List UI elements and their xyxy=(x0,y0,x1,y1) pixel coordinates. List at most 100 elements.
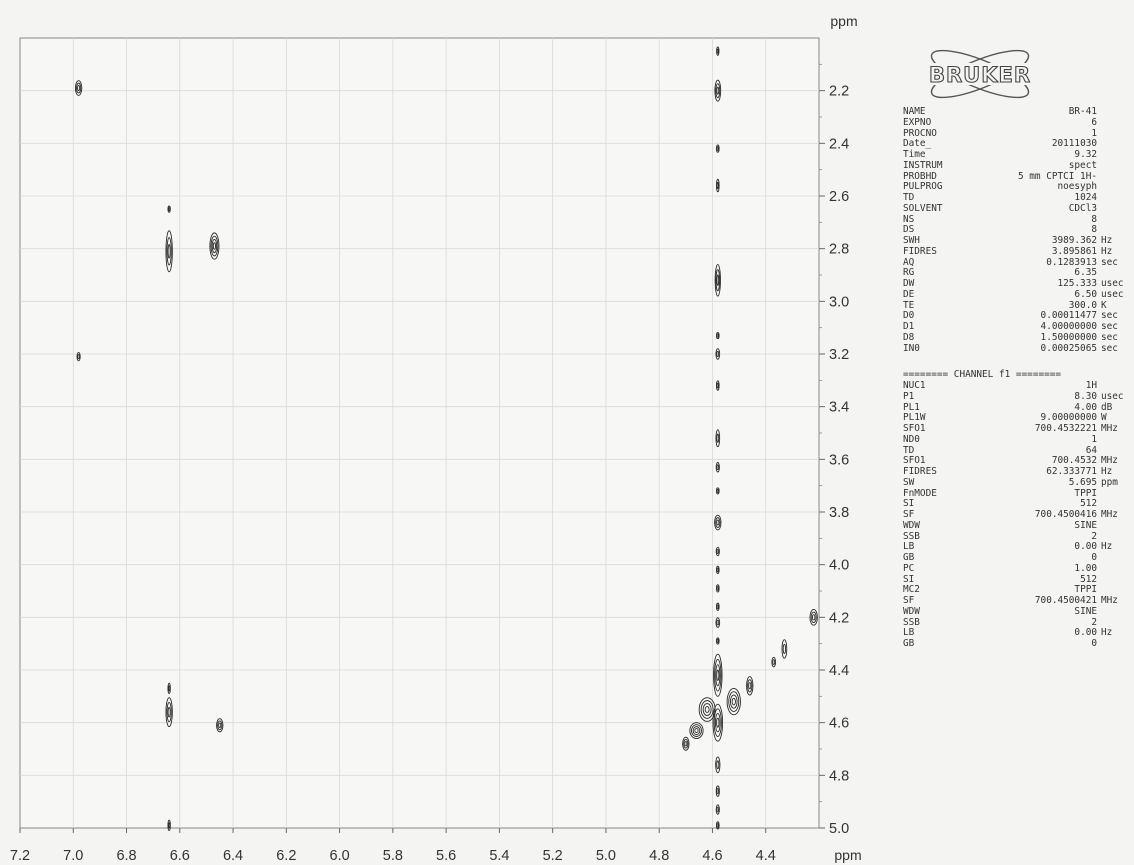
param-value: 512 xyxy=(1080,573,1097,585)
peak-contour xyxy=(210,235,219,257)
param-row: SF 700.4500421 MHz xyxy=(903,595,1131,607)
peak-contour xyxy=(689,722,704,739)
param-unit xyxy=(1097,435,1131,446)
x-tick-label: 6.6 xyxy=(170,848,190,864)
param-unit xyxy=(1097,215,1131,226)
param-unit: Hz xyxy=(1101,541,1113,553)
peak-contour xyxy=(716,86,720,95)
param-row: PL1W 9.00000000 W xyxy=(903,412,1131,424)
param-name: PROCNO xyxy=(903,127,937,139)
param-unit: sec xyxy=(1101,310,1118,322)
param-unit: dB xyxy=(1101,401,1113,413)
param-value: 8 xyxy=(1091,224,1097,236)
peak-contour xyxy=(716,548,720,555)
y-axis-unit: ppm xyxy=(830,13,857,29)
peak-contour xyxy=(716,382,719,389)
x-tick-label: 5.2 xyxy=(543,848,563,864)
param-row: Time 9.32 xyxy=(903,149,1131,161)
param-name: SFO1 xyxy=(903,423,926,434)
peak-contour xyxy=(771,656,777,668)
peak-contour xyxy=(716,274,720,286)
param-row: TD 1024 xyxy=(903,192,1131,204)
param-unit: MHz xyxy=(1101,423,1118,434)
peak-contour xyxy=(781,639,788,659)
peak-contour xyxy=(211,239,218,254)
param-name: SI xyxy=(903,573,915,585)
peak-contour xyxy=(716,602,720,611)
cross-peak xyxy=(715,462,720,473)
param-name: FIDRES xyxy=(903,466,937,477)
peak-contour xyxy=(715,617,721,628)
peak-contour xyxy=(716,380,720,391)
x-tick-label: 7.0 xyxy=(63,848,83,864)
param-unit: sec xyxy=(1101,342,1118,354)
param-name: LB xyxy=(903,541,915,553)
param-value: 700.4532 xyxy=(1051,455,1097,467)
param-value: 8 xyxy=(1091,213,1097,225)
param-value: 2 xyxy=(1091,530,1097,542)
param-value: 1.00 xyxy=(1074,562,1097,574)
param-name: PL1 xyxy=(903,401,920,413)
cross-peak xyxy=(74,80,83,96)
cross-peak xyxy=(715,804,720,815)
y-tick-label: 5.0 xyxy=(829,821,849,837)
peak-contour xyxy=(166,702,172,723)
peak-contour xyxy=(165,230,173,273)
peak-contour xyxy=(77,85,81,91)
logo-wordmark: BRUKER xyxy=(929,63,1031,87)
param-row: SI 512 xyxy=(903,498,1131,510)
param-row: LB 0.00 Hz xyxy=(903,541,1131,553)
peak-contour xyxy=(713,708,722,737)
param-unit xyxy=(1097,553,1131,564)
peak-contour xyxy=(716,487,720,495)
y-tick-label: 3.2 xyxy=(829,347,849,363)
peak-contour xyxy=(772,659,776,665)
peak-contour xyxy=(167,244,171,259)
cross-peak xyxy=(716,565,720,575)
param-row: WDW SINE xyxy=(903,520,1131,532)
peak-contour xyxy=(715,348,721,360)
param-value: 700.4532221 xyxy=(1034,423,1097,434)
peak-contour xyxy=(716,806,720,813)
peak-contour xyxy=(702,703,712,716)
peak-contour xyxy=(712,703,724,742)
param-value: 1 xyxy=(1091,127,1097,139)
cross-peak xyxy=(716,637,720,645)
param-name: WDW xyxy=(903,605,920,617)
peak-contour xyxy=(716,46,720,56)
y-tick-label: 2.2 xyxy=(829,84,849,100)
peak-contour xyxy=(716,350,720,358)
x-tick-label: 6.0 xyxy=(330,848,350,864)
cross-peak xyxy=(165,230,173,273)
param-value: 3989.362 xyxy=(1051,235,1097,246)
param-value: 4.00000000 xyxy=(1040,321,1097,332)
param-name: FIDRES xyxy=(903,245,937,257)
cross-peak xyxy=(682,736,690,751)
param-name: SSB xyxy=(903,530,920,542)
peak-contour xyxy=(683,738,689,749)
x-tick-label: 5.4 xyxy=(489,848,509,864)
cross-peak xyxy=(715,617,721,628)
param-unit: Hz xyxy=(1101,466,1113,477)
param-row: TE 300.0 K xyxy=(903,300,1131,312)
param-unit xyxy=(1097,575,1131,586)
param-row: PULPROG noesyph xyxy=(903,181,1131,193)
peak-contour xyxy=(694,728,699,733)
peak-contour xyxy=(212,242,217,250)
peak-contour xyxy=(700,700,714,719)
cross-peak xyxy=(781,639,788,659)
param-value: 6 xyxy=(1091,116,1097,128)
param-name: GB xyxy=(903,638,915,649)
peak-contour xyxy=(715,546,720,557)
peak-contour xyxy=(716,567,719,573)
peak-contour xyxy=(166,237,172,266)
cross-peak xyxy=(716,584,720,593)
cross-peak xyxy=(726,687,741,716)
x-tick-label: 6.4 xyxy=(223,848,243,864)
param-row: TD 64 xyxy=(903,445,1131,457)
param-unit xyxy=(1097,118,1131,129)
cross-peak xyxy=(809,608,818,626)
param-name: PL1W xyxy=(903,412,926,424)
param-unit: MHz xyxy=(1101,455,1118,467)
param-name: SF xyxy=(903,595,915,606)
